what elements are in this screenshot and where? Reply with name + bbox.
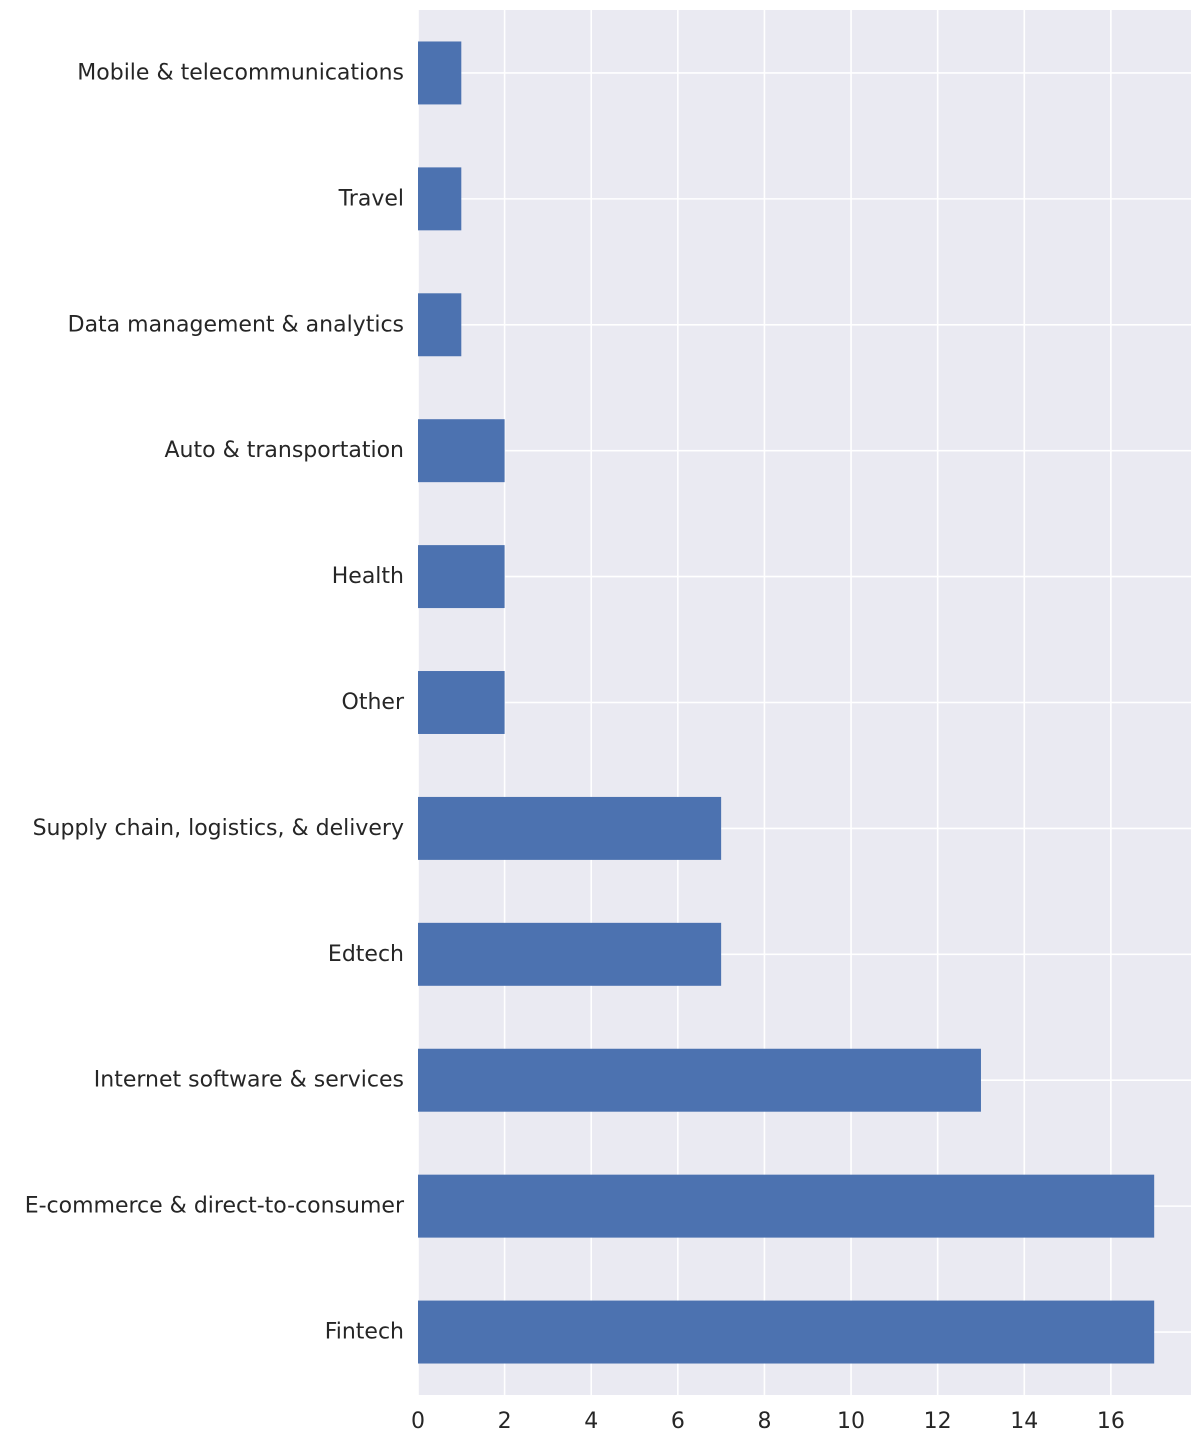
y-tick-label: Edtech [328,942,404,967]
bar [418,796,722,860]
y-tick-labels: Mobile & telecommunications Travel Data ma… [25,60,405,1344]
x-tick-label: 16 [1097,1409,1125,1434]
y-tick-label: Supply chain, logistics, & delivery [33,816,404,841]
x-tick-label: 6 [671,1409,685,1434]
y-tick-label: Travel [338,186,404,211]
bar [418,41,462,105]
x-tick-label: 12 [924,1409,952,1434]
x-tick-label: 4 [584,1409,598,1434]
y-tick-label: E-commerce & direct-to-consumer [25,1194,405,1219]
y-tick-label: Other [342,690,405,715]
x-tick-label: 10 [837,1409,865,1434]
bar [418,671,505,734]
bar [418,1300,1155,1364]
bar [418,1048,981,1112]
y-tick-label: Fintech [325,1320,404,1345]
y-tick-label: Health [332,564,404,589]
bars [418,41,1155,1364]
y-tick-label: Internet software & services [94,1068,404,1093]
x-tick-label: 0 [411,1409,425,1434]
x-tick-label: 14 [1010,1409,1038,1434]
y-tick-label: Mobile & telecommunications [77,60,404,85]
y-tick-label: Data management & analytics [68,312,404,337]
y-tick-label: Auto & transportation [165,438,405,463]
x-tick-label: 2 [498,1409,512,1434]
bar [418,545,505,609]
bar [418,1174,1155,1238]
x-tick-labels: 0 2 4 6 8 10 12 14 16 [411,1409,1125,1434]
bar [418,922,722,986]
bar [418,293,462,357]
bar [418,419,505,483]
x-tick-label: 8 [757,1409,771,1434]
bar [418,167,462,231]
